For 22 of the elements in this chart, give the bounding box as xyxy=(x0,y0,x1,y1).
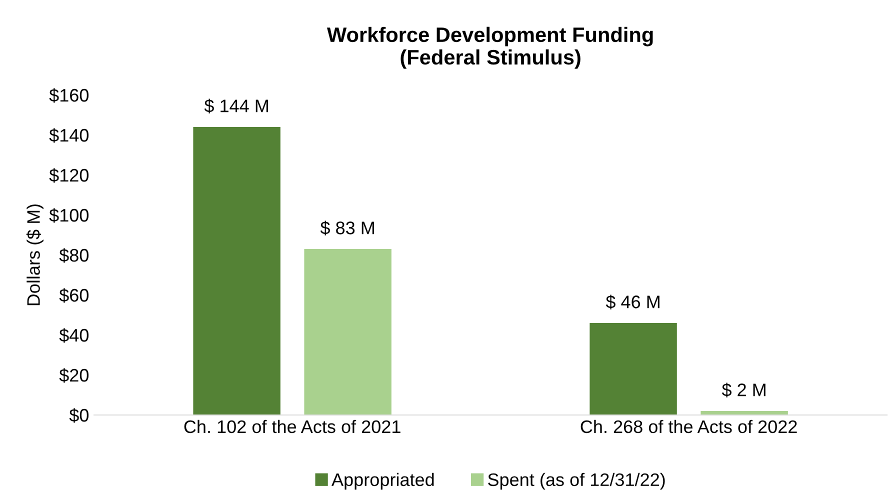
legend-label: Appropriated xyxy=(332,472,434,490)
y-tick-label: $160 xyxy=(49,88,89,103)
data-label: $ 2 M xyxy=(722,382,766,398)
y-tick-label: $40 xyxy=(59,328,89,343)
y-tick-label: $60 xyxy=(59,288,89,303)
y-tick-label: $80 xyxy=(59,248,89,263)
bar xyxy=(304,249,392,415)
y-tick-label: $100 xyxy=(49,208,89,223)
data-label: $ 144 M xyxy=(204,98,268,114)
y-axis-title: Dollars ($ M) xyxy=(26,204,44,306)
chart-title: Workforce Development Funding (Federal Stimulus) xyxy=(326,26,653,69)
y-tick-label: $20 xyxy=(59,368,89,383)
data-label: $ 46 M xyxy=(606,294,660,310)
data-label: $ 83 M xyxy=(320,220,374,236)
y-tick-label: $140 xyxy=(49,128,89,143)
x-tick-label: Ch. 268 of the Acts of 2022 xyxy=(580,420,797,434)
legend-label: Spent (as of 12/31/22) xyxy=(488,472,665,490)
x-tick-label: Ch. 102 of the Acts of 2021 xyxy=(184,420,400,434)
bar xyxy=(590,323,677,415)
y-tick-label: $0 xyxy=(69,408,89,423)
y-tick-label: $120 xyxy=(49,168,89,183)
bar xyxy=(193,127,280,415)
